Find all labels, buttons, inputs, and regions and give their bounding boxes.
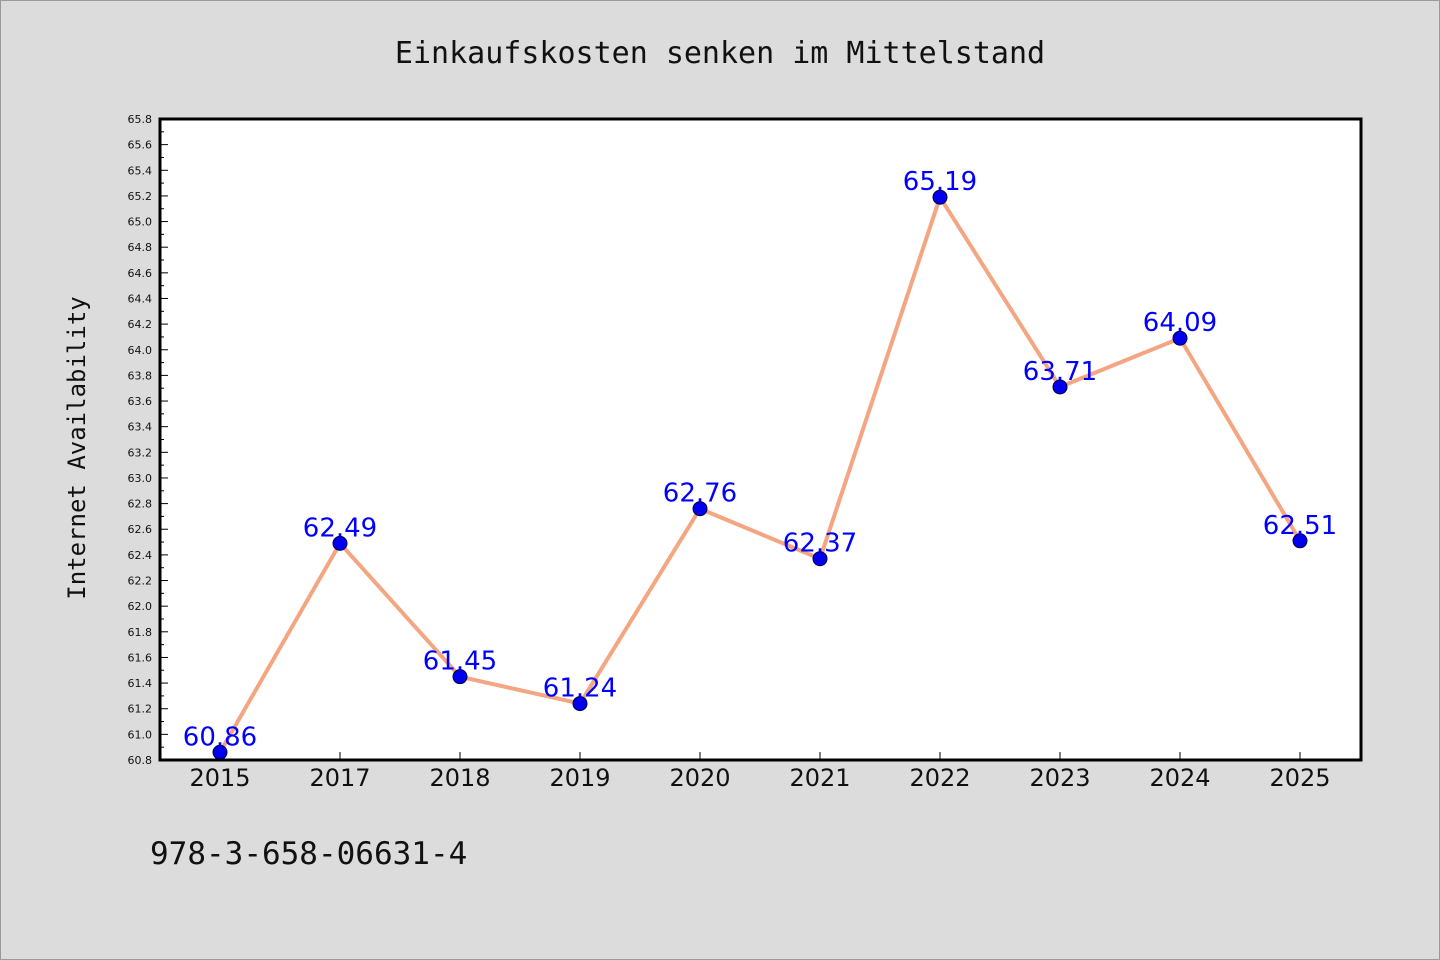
x-tick-label: 2024	[1149, 764, 1210, 792]
data-point-marker	[452, 669, 468, 685]
y-tick-label: 63.8	[128, 369, 153, 382]
y-tick-label: 65.6	[128, 139, 153, 152]
x-tick-label: 2018	[429, 764, 490, 792]
y-tick-label: 62.2	[128, 575, 153, 588]
y-tick-label: 62.0	[128, 600, 153, 613]
x-tick-label: 2022	[909, 764, 970, 792]
y-tick-label: 63.6	[128, 395, 153, 408]
data-point-marker	[332, 535, 348, 551]
data-label: 62.51	[1263, 511, 1337, 541]
y-tick-label: 61.2	[128, 703, 153, 716]
y-axis: 60.8 61.0 61.2 61.4 61.6 61.8 62.0 62.2 62.4 62.6…	[128, 113, 168, 767]
data-point-marker	[692, 501, 708, 517]
y-tick-label: 61.6	[128, 651, 153, 664]
data-point-marker	[812, 551, 828, 567]
x-tick-label: 2020	[669, 764, 730, 792]
y-tick-label: 62.6	[128, 523, 153, 536]
x-axis: 2015 2017 2018 2019 2020 2021 2022 2023 2024 2025	[189, 752, 1331, 792]
isbn-text: 978-3-658-06631-4	[150, 836, 467, 872]
data-point-marker	[1172, 330, 1188, 346]
y-tick-label: 61.8	[128, 626, 153, 639]
y-tick-label: 64.8	[128, 241, 153, 254]
y-tick-label: 63.4	[128, 421, 153, 434]
plot-area	[160, 119, 1361, 760]
y-tick-label: 62.8	[128, 498, 153, 511]
series-line	[218, 195, 1302, 755]
y-tick-label: 65.8	[128, 113, 153, 126]
x-tick-label: 2015	[189, 764, 250, 792]
data-point-marker	[932, 189, 948, 205]
y-tick-label: 64.6	[128, 267, 153, 280]
y-tick-label: 63.2	[128, 446, 153, 459]
data-label: 60.86	[183, 722, 257, 752]
x-tick-label: 2019	[549, 764, 610, 792]
chart-title: Einkaufskosten senken im Mittelstand	[395, 36, 1045, 71]
data-point-marker	[1292, 533, 1308, 549]
y-tick-label: 60.8	[128, 754, 153, 767]
y-tick-label: 64.0	[128, 344, 153, 357]
x-tick-label: 2025	[1269, 764, 1330, 792]
x-tick-label: 2021	[789, 764, 850, 792]
y-tick-label: 62.4	[128, 549, 153, 562]
data-label: 61.24	[543, 674, 617, 704]
y-tick-label: 63.0	[128, 472, 153, 485]
y-tick-label: 65.0	[128, 216, 153, 229]
data-labels-group: 60.86 62.49 61.45 61.24 62.76 62.37 65.19 63.71…	[183, 167, 1337, 752]
y-tick-label: 61.4	[128, 677, 153, 690]
data-label: 62.37	[783, 529, 857, 559]
y-tick-label: 61.0	[128, 728, 153, 741]
y-tick-label: 65.4	[128, 164, 153, 177]
x-tick-label: 2023	[1029, 764, 1090, 792]
series-line-group	[218, 195, 1302, 755]
data-label: 62.76	[663, 479, 737, 509]
plot-border	[158, 117, 1363, 762]
x-tick-label: 2017	[309, 764, 370, 792]
y-tick-label: 65.2	[128, 190, 153, 203]
data-point-marker	[572, 696, 588, 712]
data-label: 64.09	[1143, 308, 1217, 338]
y-tick-label: 64.2	[128, 318, 153, 331]
data-label: 63.71	[1023, 357, 1097, 387]
data-label: 61.45	[423, 647, 497, 677]
y-axis-label: Internet Availability	[63, 296, 91, 599]
data-label: 62.49	[303, 513, 377, 543]
data-point-marker	[1052, 379, 1068, 395]
y-tick-label: 64.4	[128, 292, 153, 305]
data-label: 65.19	[903, 167, 977, 197]
series-markers-group	[212, 189, 1308, 760]
